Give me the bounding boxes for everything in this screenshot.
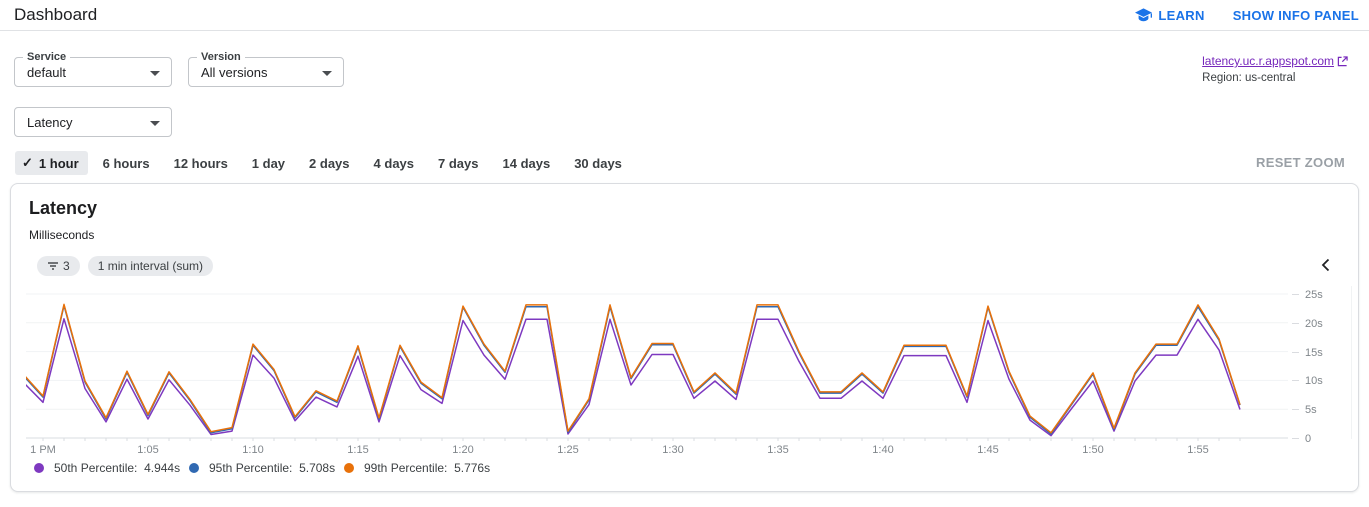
metric-select-value: Latency <box>27 115 73 130</box>
legend-dot-99th <box>344 463 354 473</box>
external-link-icon <box>1337 55 1348 67</box>
y-tick-label: 0 <box>1305 433 1312 445</box>
legend-text-99th: 99th Percentile: 5.776s <box>364 461 491 475</box>
time-range-14-days[interactable]: 14 days <box>502 155 551 171</box>
chart-legend: 50th Percentile: 4.944s 95th Percentile:… <box>34 461 499 475</box>
time-range-tabs: ✓ 1 hour 6 hours 12 hours 1 day 2 days 4 days 7… <box>15 151 622 175</box>
chevron-down-icon <box>150 71 160 76</box>
legend-item-50th[interactable]: 50th Percentile: 4.944s <box>34 461 189 475</box>
region-label: Region: us-central <box>1202 72 1296 84</box>
legend-text-50th: 50th Percentile: 4.944s <box>54 461 181 475</box>
y-tick <box>1292 438 1299 439</box>
y-tick <box>1292 409 1299 411</box>
y-axis-labels: 25s 20s 15s 10s 5s 0 <box>1283 286 1353 456</box>
y-tick <box>1292 322 1299 324</box>
legend-dot-50th <box>34 463 44 473</box>
top-header: Dashboard LEARN SHOW INFO PANEL <box>0 0 1369 31</box>
service-select-value: default <box>27 65 67 80</box>
legend-item-99th[interactable]: 99th Percentile: 5.776s <box>344 461 499 475</box>
school-icon <box>1135 8 1153 23</box>
latency-line-chart <box>21 293 1288 441</box>
x-tick-label: 1:35 <box>767 444 789 456</box>
app-url-link[interactable]: latency.uc.r.appspot.com <box>1202 54 1348 68</box>
panel-divider <box>1351 286 1352 439</box>
reset-zoom-button[interactable]: RESET ZOOM <box>1256 155 1345 170</box>
x-tick-label: 1:55 <box>1187 444 1209 456</box>
version-select[interactable]: Version All versions <box>188 51 344 87</box>
legend-text-95th: 95th Percentile: 5.708s <box>209 461 336 475</box>
x-tick-label: 1:40 <box>872 444 894 456</box>
filter-list-icon <box>47 261 59 271</box>
time-range-12-hours[interactable]: 12 hours <box>173 155 228 171</box>
y-tick-label: 20s <box>1305 317 1323 330</box>
service-select[interactable]: Service default <box>14 51 172 87</box>
chart-unit-label: Milliseconds <box>29 228 95 242</box>
metric-select[interactable]: Latency <box>14 107 172 137</box>
version-select-value: All versions <box>201 65 268 80</box>
latency-chart-card: Latency Milliseconds 3 1 min interval (s… <box>10 183 1359 492</box>
y-tick-label: 10s <box>1305 375 1323 388</box>
y-tick <box>1292 351 1299 353</box>
chart-title: Latency <box>29 198 98 218</box>
y-tick <box>1292 380 1299 382</box>
time-range-30-days[interactable]: 30 days <box>574 155 622 171</box>
x-tick-label: 1:45 <box>977 444 999 456</box>
collapse-legend-button[interactable] <box>1314 254 1336 276</box>
chevron-left-icon <box>1321 258 1330 272</box>
x-tick-label: 1:30 <box>662 444 684 456</box>
time-range-6-hours[interactable]: 6 hours <box>102 155 150 171</box>
service-select-label: Service <box>23 51 71 63</box>
chart-plot-area[interactable]: 1 PM 1:05 1:10 1:15 1:20 1:25 1:30 1:35 1:40 1:45… <box>21 286 1288 456</box>
x-tick-label: 1:15 <box>347 444 369 456</box>
x-tick-label: 1:20 <box>452 444 474 456</box>
chevron-down-icon <box>322 71 332 76</box>
y-tick <box>1292 294 1299 295</box>
time-range-1-day[interactable]: 1 day <box>251 155 286 171</box>
y-tick-label: 15s <box>1305 346 1323 359</box>
header-actions: LEARN SHOW INFO PANEL <box>1135 0 1359 31</box>
legend-item-95th[interactable]: 95th Percentile: 5.708s <box>189 461 344 475</box>
time-range-2-days[interactable]: 2 days <box>309 155 350 171</box>
learn-label: LEARN <box>1158 8 1205 23</box>
legend-dot-95th <box>189 463 199 473</box>
show-info-panel-label: SHOW INFO PANEL <box>1232 8 1359 23</box>
y-tick-label: 5s <box>1305 404 1317 417</box>
filter-chip[interactable]: 3 <box>37 256 80 276</box>
app-url-text: latency.uc.r.appspot.com <box>1202 54 1334 68</box>
show-info-panel-button[interactable]: SHOW INFO PANEL <box>1233 8 1359 23</box>
learn-button[interactable]: LEARN <box>1135 8 1204 23</box>
time-range-7-days[interactable]: 7 days <box>438 155 479 171</box>
check-icon: ✓ <box>22 155 33 170</box>
filter-chip-count: 3 <box>63 259 70 273</box>
y-tick-label: 25s <box>1305 289 1323 301</box>
x-tick-label: 1:25 <box>557 444 579 456</box>
app-info: latency.uc.r.appspot.com Region: us-cent… <box>1202 52 1348 84</box>
time-range-1-hour[interactable]: ✓ 1 hour <box>15 151 88 175</box>
x-tick-label: 1 PM <box>30 444 56 456</box>
x-tick-label: 1:10 <box>242 444 264 456</box>
interval-chip-label: 1 min interval (sum) <box>97 259 204 273</box>
interval-chip[interactable]: 1 min interval (sum) <box>87 256 214 276</box>
time-range-4-days[interactable]: 4 days <box>373 155 415 171</box>
page-title: Dashboard <box>14 5 98 24</box>
x-tick-label: 1:50 <box>1082 444 1104 456</box>
x-tick-label: 1:05 <box>137 444 159 456</box>
chevron-down-icon <box>150 121 160 126</box>
chip-row: 3 1 min interval (sum) <box>37 256 214 276</box>
version-select-label: Version <box>197 51 245 63</box>
